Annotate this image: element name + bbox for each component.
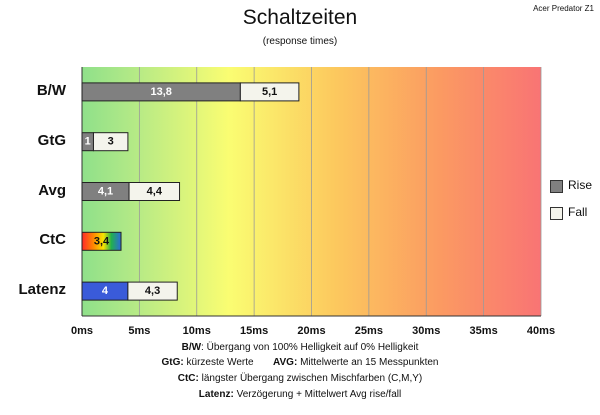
data-label-rise-ctc: 3,4 xyxy=(94,235,110,247)
data-label-fall-latenz: 4,3 xyxy=(145,285,160,297)
category-label-gtg: GtG xyxy=(37,131,66,149)
footer-line-latenz: Latenz: Verzögerung + Mittelwert Avg ris… xyxy=(0,389,600,400)
category-label-b-w: B/W xyxy=(36,81,66,99)
footer-line-bw: B/W: Übergang von 100% Helligkeit auf 0%… xyxy=(0,342,600,353)
footer-key-latenz: Latenz: xyxy=(198,389,234,400)
footer-key-bw: B/W xyxy=(181,342,202,353)
x-tick-label: 5ms xyxy=(128,325,151,337)
chart-subtitle: (response times) xyxy=(262,36,338,47)
footer-key-gtg: GtG: xyxy=(161,357,184,368)
data-label-fall-gtg: 3 xyxy=(108,136,114,148)
x-tick-label: 40ms xyxy=(526,325,556,337)
footer-line-ctc: CtC: längster Übergang zwischen Mischfar… xyxy=(0,373,600,384)
data-label-rise-b-w: 13,8 xyxy=(150,86,171,98)
x-tick-label: 20ms xyxy=(297,325,326,337)
category-label-ctc: CtC xyxy=(39,231,66,249)
category-label-latenz: Latenz xyxy=(18,281,66,299)
x-tick-label: 10ms xyxy=(182,325,211,337)
bar-fall-b-w xyxy=(239,82,300,102)
data-label-rise-gtg: 1 xyxy=(85,136,91,148)
footer-text-latenz: Verzögerung + Mittelwert Avg rise/fall xyxy=(233,389,402,400)
footer-key-avg: AVG: xyxy=(273,357,298,368)
bar-rise-ctc xyxy=(81,231,122,251)
footer-text-ctc: längster Übergang zwischen Mischfarben (… xyxy=(198,373,423,384)
legend-swatch-fall xyxy=(550,207,563,220)
x-tick-label: 35ms xyxy=(469,325,498,337)
footer-text-avg: Mittelwerte an 15 Messpunkten xyxy=(297,357,439,368)
footer-key-ctc: CtC: xyxy=(177,373,199,384)
footer-line-gtg-avg: GtG: kürzeste Werte AVG: Mittelwerte an … xyxy=(0,357,600,368)
legend-label-rise: Rise xyxy=(568,178,593,192)
legend-label-fall: Fall xyxy=(568,205,588,219)
legend-swatch-rise xyxy=(550,180,563,193)
footer-text-bw: : Übergang von 100% Helligkeit auf 0% He… xyxy=(201,342,419,353)
monitor-model-label: Acer Predator Z1 xyxy=(533,4,594,13)
x-tick-label: 30ms xyxy=(412,325,441,337)
data-label-rise-latenz: 4 xyxy=(102,285,109,297)
bar-fall-latenz xyxy=(127,281,178,301)
data-label-fall-avg: 4,4 xyxy=(147,186,163,198)
category-label-avg: Avg xyxy=(38,181,66,199)
bar-fall-avg xyxy=(128,182,181,201)
x-tick-label: 25ms xyxy=(354,325,383,337)
x-tick-label: 15ms xyxy=(240,325,269,337)
x-tick-label: 0ms xyxy=(70,325,94,337)
footer-text-gtg: kürzeste Werte xyxy=(183,357,254,368)
data-label-fall-b-w: 5,1 xyxy=(262,86,277,98)
data-label-rise-avg: 4,1 xyxy=(98,186,113,198)
bar-fall-gtg xyxy=(92,132,129,152)
chart-title: Schaltzeiten xyxy=(242,6,358,29)
